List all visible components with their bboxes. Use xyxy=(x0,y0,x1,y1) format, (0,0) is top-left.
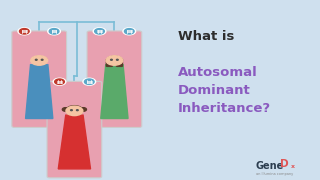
Text: x: x xyxy=(291,164,295,169)
Circle shape xyxy=(48,28,60,35)
FancyBboxPatch shape xyxy=(87,31,142,127)
Circle shape xyxy=(55,79,64,84)
Circle shape xyxy=(49,29,59,34)
Circle shape xyxy=(106,56,123,65)
Circle shape xyxy=(95,29,104,34)
Wedge shape xyxy=(31,56,48,60)
Circle shape xyxy=(20,29,29,34)
FancyBboxPatch shape xyxy=(106,59,113,67)
Text: an Illumina company: an Illumina company xyxy=(256,172,293,176)
Circle shape xyxy=(111,59,112,60)
Circle shape xyxy=(53,78,66,85)
Circle shape xyxy=(41,59,43,60)
Circle shape xyxy=(80,108,86,111)
Circle shape xyxy=(93,28,106,35)
Text: D: D xyxy=(280,159,289,169)
Text: Gene: Gene xyxy=(256,161,284,171)
FancyBboxPatch shape xyxy=(116,59,123,67)
Circle shape xyxy=(116,59,118,60)
Circle shape xyxy=(66,106,83,115)
Circle shape xyxy=(66,106,83,116)
Text: Autosomal
Dominant
Inheritance?: Autosomal Dominant Inheritance? xyxy=(178,66,271,114)
Circle shape xyxy=(123,28,136,35)
Circle shape xyxy=(18,28,31,35)
Circle shape xyxy=(71,110,72,111)
Circle shape xyxy=(62,108,69,111)
Circle shape xyxy=(84,79,94,84)
Circle shape xyxy=(76,110,78,111)
Wedge shape xyxy=(106,55,123,60)
Text: What is: What is xyxy=(178,30,234,42)
Polygon shape xyxy=(26,65,53,118)
Polygon shape xyxy=(58,115,91,169)
Circle shape xyxy=(124,29,134,34)
Circle shape xyxy=(36,59,37,60)
Circle shape xyxy=(31,56,48,65)
FancyBboxPatch shape xyxy=(12,31,67,127)
Polygon shape xyxy=(101,65,128,118)
FancyBboxPatch shape xyxy=(47,81,102,178)
Circle shape xyxy=(83,78,96,85)
